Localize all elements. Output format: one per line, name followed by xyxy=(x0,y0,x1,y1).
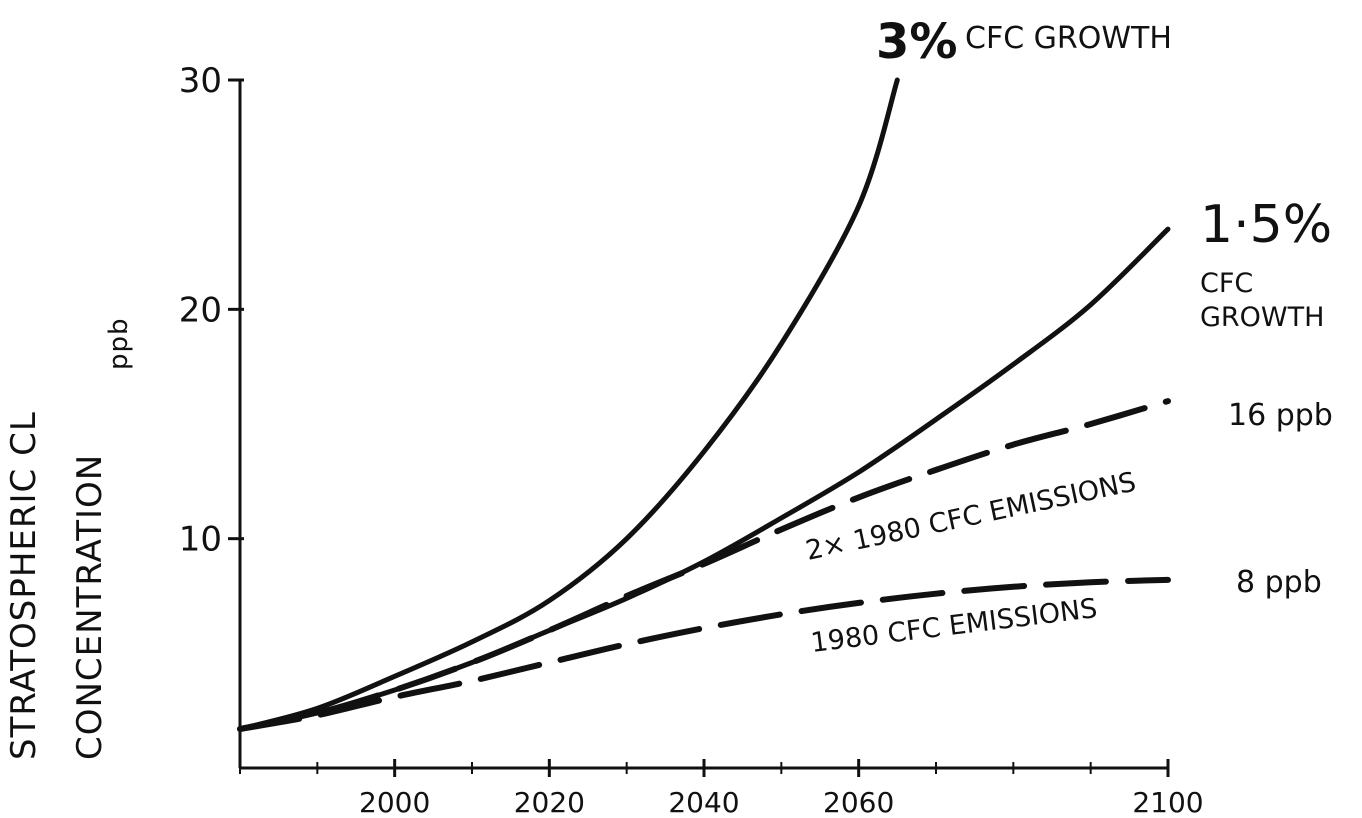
annotation-1-5pct-big: 1·5% xyxy=(1200,195,1332,255)
y-axis-title-line2: CONCENTRATION xyxy=(70,453,110,760)
series-line-3 xyxy=(237,398,1171,732)
annotation-end-8ppb: 8 ppb xyxy=(1236,565,1322,600)
y-axis-title-line1: STRATOSPHERIC CL xyxy=(4,411,44,760)
x-tick-label: 2060 xyxy=(823,786,894,818)
x-tick-label: 2020 xyxy=(514,786,585,818)
series-line-2 xyxy=(237,226,1171,732)
y-tick-label: 30 xyxy=(179,61,222,101)
y-tick-label: 10 xyxy=(179,520,222,560)
annotation-double-emissions: 2× 1980 CFC EMISSIONS xyxy=(803,467,1139,567)
x-tick-label: 2040 xyxy=(668,786,739,818)
series-line-1 xyxy=(237,77,900,732)
annotation-end-16ppb: 16 ppb xyxy=(1228,398,1333,433)
y-axis-unit-label: ppb xyxy=(104,317,134,370)
x-tick-label: 2100 xyxy=(1132,786,1203,818)
y-tick-label: 20 xyxy=(179,290,222,330)
series-line-4 xyxy=(237,576,1171,732)
tick-labels: 2000 2020 2040 2060 2100 10 20 30 xyxy=(179,61,1204,818)
annotation-3pct-rest: CFC GROWTH xyxy=(965,21,1172,56)
annotation-1-5pct-line2: GROWTH xyxy=(1200,302,1324,333)
series-group xyxy=(237,77,1171,732)
annotation-3pct-big: 3% xyxy=(876,14,958,70)
annotation-1-5pct-line1: CFC xyxy=(1200,268,1253,299)
x-tick-label: 2000 xyxy=(359,786,430,818)
axes xyxy=(228,78,1170,777)
